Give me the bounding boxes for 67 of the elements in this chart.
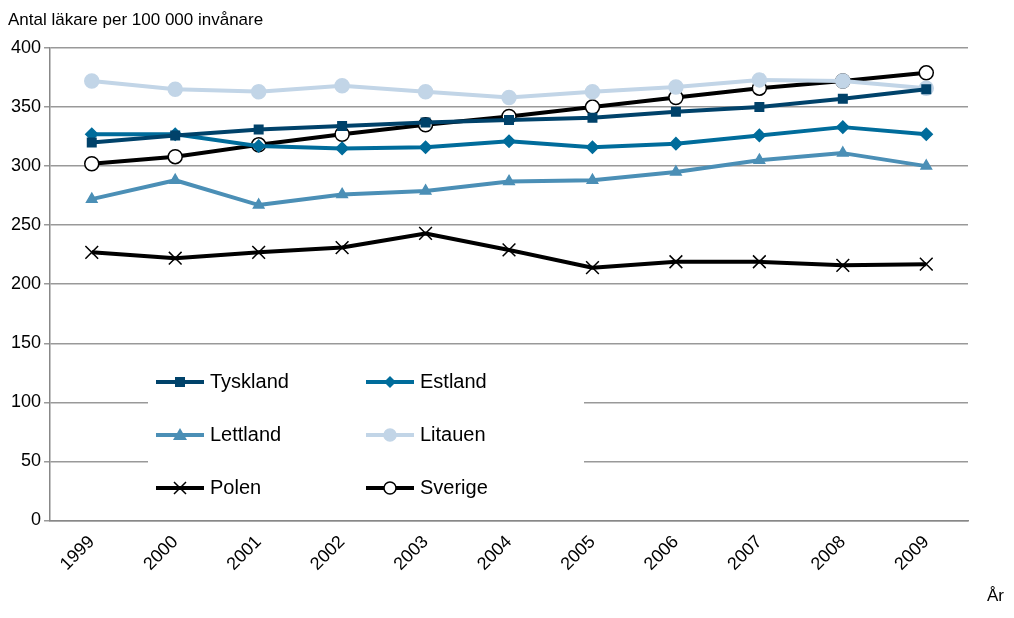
point [919, 127, 934, 141]
point [335, 141, 349, 156]
point [418, 140, 433, 154]
point [250, 83, 267, 100]
point [84, 73, 100, 89]
y-tick-label: 250 [10, 214, 42, 235]
legend-label: Litauen [420, 423, 486, 446]
point [668, 254, 684, 269]
legend-label: Polen [210, 476, 262, 499]
legend-label: Sverige [420, 476, 488, 499]
point [752, 254, 767, 269]
point [334, 78, 350, 94]
legend-label: Estland [420, 370, 487, 393]
point [584, 83, 601, 100]
point [253, 124, 264, 135]
y-tick-label: 100 [10, 391, 42, 412]
point [586, 173, 599, 185]
legend-label: Tyskland [210, 370, 289, 393]
point [337, 120, 348, 131]
point [752, 128, 767, 143]
point [670, 106, 681, 117]
point [753, 153, 766, 164]
point [837, 93, 848, 104]
point [167, 148, 183, 165]
y-tick-label: 50 [21, 450, 42, 471]
point [251, 245, 266, 260]
point [336, 187, 349, 199]
point [252, 198, 265, 209]
point [587, 112, 598, 123]
point [86, 137, 97, 148]
point [754, 102, 765, 113]
point [836, 146, 849, 157]
point [585, 140, 600, 154]
y-tick-label: 350 [10, 96, 42, 117]
point [585, 260, 600, 275]
point [168, 251, 183, 266]
point [835, 258, 850, 273]
point [919, 257, 934, 272]
y-tick-label: 400 [10, 36, 42, 57]
point [503, 174, 515, 186]
point [84, 155, 100, 172]
y-tick-label: 200 [10, 273, 42, 294]
x-axis-title: År [987, 586, 1004, 606]
point [167, 81, 183, 98]
point [85, 192, 98, 203]
point [335, 240, 350, 255]
point [501, 242, 517, 258]
point [418, 226, 433, 241]
y-tick-label: 0 [31, 509, 42, 530]
point [920, 159, 933, 170]
point [669, 136, 683, 151]
point [169, 173, 182, 185]
point [751, 72, 768, 88]
point [669, 165, 682, 176]
point [501, 89, 517, 106]
point [417, 83, 434, 100]
point [836, 120, 850, 134]
y-tick-label: 300 [10, 155, 42, 176]
point [668, 79, 684, 95]
point [84, 245, 99, 260]
y-axis-title: Antal läkare per 100 000 invånare [8, 10, 264, 30]
point [584, 99, 601, 115]
legend-label: Lettland [210, 423, 282, 446]
y-tick-label: 150 [10, 332, 42, 353]
point [918, 65, 935, 81]
point [419, 184, 432, 195]
point [502, 134, 516, 149]
